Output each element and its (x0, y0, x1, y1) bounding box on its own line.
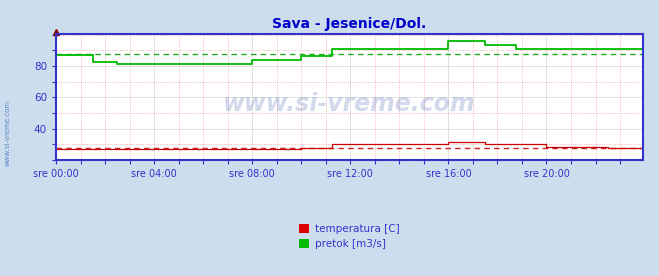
Legend: temperatura [C], pretok [m3/s]: temperatura [C], pretok [m3/s] (299, 224, 399, 249)
Text: www.si-vreme.com: www.si-vreme.com (5, 99, 11, 166)
Title: Sava - Jesenice/Dol.: Sava - Jesenice/Dol. (272, 17, 426, 31)
Text: www.si-vreme.com: www.si-vreme.com (223, 92, 476, 116)
